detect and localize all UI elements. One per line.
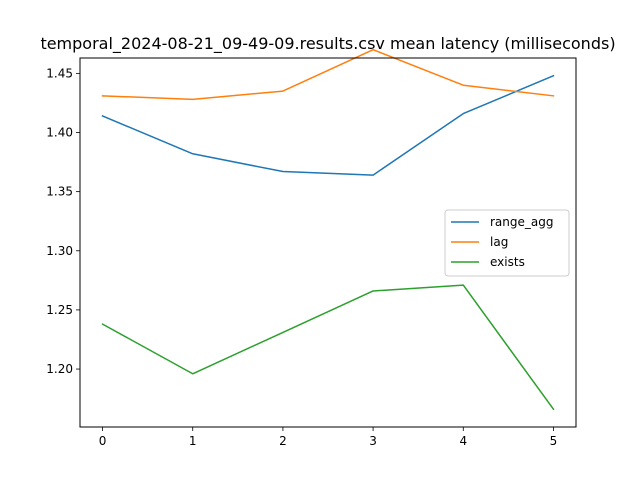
chart-title: temporal_2024-08-21_09-49-09.results.csv… <box>40 34 615 54</box>
y-tick-label: 1.35 <box>46 185 73 199</box>
x-tick-label: 1 <box>189 434 197 448</box>
y-tick-label: 1.20 <box>46 362 73 376</box>
x-tick-label: 4 <box>459 434 467 448</box>
legend-label-exists: exists <box>490 255 525 269</box>
legend: range_agg lag exists <box>444 209 570 277</box>
x-tick-label: 3 <box>369 434 377 448</box>
series-lines <box>101 48 555 411</box>
series-line-exists <box>101 284 555 411</box>
axis-ticks: 0 1 2 3 4 5 1.20 1.25 1.30 1.35 1.40 1.45 <box>46 66 557 448</box>
y-tick-label: 1.45 <box>46 66 73 80</box>
legend-box <box>444 209 570 277</box>
plot-frame <box>79 57 577 428</box>
x-tick-label: 5 <box>550 434 558 448</box>
y-tick-label: 1.25 <box>46 303 73 317</box>
series-line-range-agg <box>101 74 555 176</box>
legend-label-lag: lag <box>490 235 508 249</box>
series-line-lag <box>101 48 555 101</box>
x-tick-label: 0 <box>99 434 107 448</box>
y-tick-label: 1.40 <box>46 126 73 140</box>
x-tick-label: 2 <box>279 434 287 448</box>
legend-label-range-agg: range_agg <box>490 215 553 229</box>
y-tick-label: 1.30 <box>46 244 73 258</box>
